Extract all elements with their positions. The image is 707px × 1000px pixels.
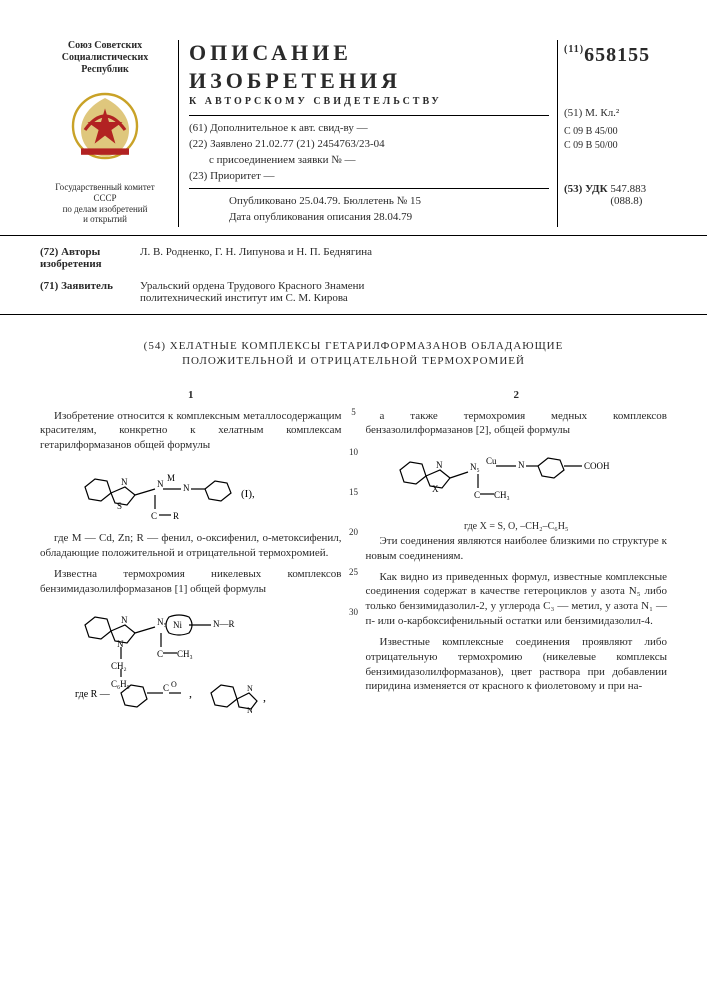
svg-text:где R —: где R — xyxy=(75,689,111,700)
svg-text:N: N xyxy=(157,479,164,489)
svg-text:M: M xyxy=(167,473,175,483)
svg-text:Cu: Cu xyxy=(486,456,497,466)
c2-para4: Известные комплексные соединения проявля… xyxy=(366,635,668,694)
field-61: (61) Дополнительное к авт. свид-ву — xyxy=(189,122,549,134)
header-left: Союз Советских Социалистических Республи… xyxy=(40,40,170,227)
c2-where: где X = S, O, –CH₂–C₆H₅ xyxy=(366,520,668,534)
c1-para3: Известна термохромия никелевых комплексо… xyxy=(40,567,342,597)
field-51-codes: С 09 В 45/00 С 09 В 50/00 xyxy=(564,125,667,153)
doc-title-line1: ОПИСАНИЕ xyxy=(189,40,549,66)
svg-text:CH₂: CH₂ xyxy=(111,661,127,671)
col2-number: 2 xyxy=(366,388,668,403)
chemical-formula-1: N S N M N C R (I), xyxy=(71,459,311,525)
field-joined: с присоединением заявки № — xyxy=(189,154,549,166)
field-71-label: (71) Заявитель xyxy=(40,280,130,304)
field-51-label: (51) М. Кл.² xyxy=(564,107,667,119)
country-name: Союз Советских Социалистических Республи… xyxy=(40,40,170,76)
field-72-body: Л. В. Родненко, Г. Н. Липунова и Н. П. Б… xyxy=(140,246,667,270)
c2-para3: Как видно из приведенных формул, известн… xyxy=(366,570,668,629)
field-23: (23) Приоритет — xyxy=(189,170,549,182)
svg-text:C: C xyxy=(163,683,169,693)
field-72-label: (72) Авторы изобретения xyxy=(40,246,130,270)
svg-text:CH₃: CH₃ xyxy=(177,649,193,659)
c1-para1: Изобретение относится к комплексным мета… xyxy=(40,409,342,454)
svg-text:C: C xyxy=(474,490,480,500)
svg-text:COOH: COOH xyxy=(584,461,610,471)
chemical-formula-2: N N N₅ Ni N—R C CH₃ CH₂ C₆H₅ xyxy=(71,603,311,713)
svg-text:O: O xyxy=(171,680,177,689)
published-line: Опубликовано 25.04.79. Бюллетень № 15 xyxy=(189,195,549,207)
publication-number: (11)658155 xyxy=(564,44,667,67)
doc-subtitle: К АВТОРСКОМУ СВИДЕТЕЛЬСТВУ xyxy=(189,96,549,107)
svg-text:N₅: N₅ xyxy=(470,462,480,472)
doc-title-line2: ИЗОБРЕТЕНИЯ xyxy=(189,68,549,94)
field-71: (71) Заявитель Уральский ордена Трудовог… xyxy=(40,280,667,304)
committee-name: Государственный комитет СССР по делам из… xyxy=(40,182,170,225)
svg-text:C: C xyxy=(151,511,157,521)
column-2: 2 а также термохромия медных комплексов … xyxy=(366,388,668,719)
svg-text:R: R xyxy=(173,511,179,521)
column-1: 1 Изобретение относится к комплексным ме… xyxy=(40,388,342,719)
svg-text:Ni: Ni xyxy=(173,620,182,630)
svg-text:N: N xyxy=(183,483,190,493)
pubdate-line: Дата опубликования описания 28.04.79 xyxy=(189,211,549,223)
svg-text:(I),: (I), xyxy=(241,488,255,500)
svg-text:N: N xyxy=(121,615,128,625)
chemical-formula-3: N X N₅ Cu N COOH C CH₃ xyxy=(386,444,646,514)
svg-text:,: , xyxy=(189,686,192,700)
state-emblem-icon xyxy=(65,86,145,166)
svg-text:C: C xyxy=(157,649,163,659)
svg-text:S: S xyxy=(117,501,122,511)
svg-text:N₅: N₅ xyxy=(157,617,167,627)
svg-text:N—R: N—R xyxy=(213,619,235,629)
svg-text:N: N xyxy=(247,684,253,693)
svg-text:N: N xyxy=(121,477,128,487)
svg-text:N: N xyxy=(518,460,525,470)
c2-para1: а также термохромия медных комплексов бе… xyxy=(366,409,668,439)
header-right: (11)658155 (51) М. Кл.² С 09 В 45/00 С 0… xyxy=(557,40,667,227)
svg-text:CH₃: CH₃ xyxy=(494,490,510,500)
field-71-body: Уральский ордена Трудового Красного Знам… xyxy=(140,280,667,304)
body-columns: 1 Изобретение относится к комплексным ме… xyxy=(40,388,667,719)
field-22: (22) Заявлено 21.02.77 (21) 2454763/23-0… xyxy=(189,138,549,150)
line-number-gutter: 5 10 15 20 25 30 xyxy=(342,388,366,719)
field-53: (53) УДК 547.883 (088.8) xyxy=(564,183,667,207)
svg-text:,: , xyxy=(263,690,266,704)
c1-para2: где М — Cd, Zn; R — фенил, о-оксифенил, … xyxy=(40,531,342,561)
field-72: (72) Авторы изобретения Л. В. Родненко, … xyxy=(40,246,667,270)
invention-title: (54) ХЕЛАТНЫЕ КОМПЛЕКСЫ ГЕТАРИЛФОРМАЗАНО… xyxy=(40,339,667,370)
c2-para2: Эти соединения являются наиболее близким… xyxy=(366,534,668,564)
col1-number: 1 xyxy=(40,388,342,403)
svg-text:X: X xyxy=(432,484,439,494)
header-center: ОПИСАНИЕ ИЗОБРЕТЕНИЯ К АВТОРСКОМУ СВИДЕТ… xyxy=(178,40,549,227)
svg-text:N: N xyxy=(247,706,253,713)
svg-text:N: N xyxy=(436,460,443,470)
